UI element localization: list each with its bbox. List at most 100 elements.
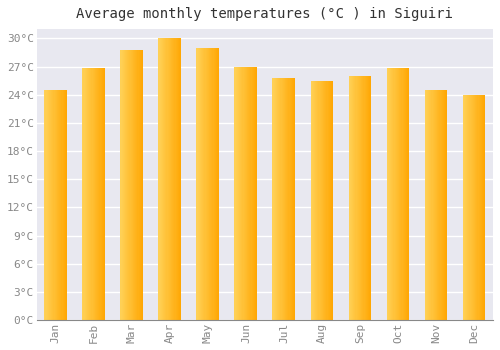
Bar — [239, 66, 240, 320]
Bar — [408, 69, 410, 320]
Bar — [278, 78, 280, 320]
Bar — [328, 81, 329, 320]
Bar — [322, 81, 323, 320]
Bar — [321, 81, 322, 320]
Bar — [242, 66, 244, 320]
Bar — [126, 50, 127, 320]
Bar — [120, 50, 122, 320]
Bar — [95, 69, 96, 320]
Bar — [465, 95, 466, 320]
Bar — [462, 95, 464, 320]
Bar — [52, 90, 54, 320]
Bar — [100, 69, 102, 320]
Bar — [138, 50, 140, 320]
Bar — [399, 69, 400, 320]
Bar — [434, 90, 435, 320]
Bar — [168, 38, 170, 320]
Bar — [51, 90, 52, 320]
Bar — [217, 48, 218, 320]
Bar — [330, 81, 331, 320]
Bar — [172, 38, 174, 320]
Bar — [432, 90, 434, 320]
Bar — [141, 50, 142, 320]
Bar — [255, 66, 256, 320]
Bar — [472, 95, 473, 320]
Bar — [238, 66, 239, 320]
Bar — [442, 90, 443, 320]
Bar — [402, 69, 404, 320]
Bar — [444, 90, 445, 320]
Bar — [244, 66, 246, 320]
Bar — [397, 69, 398, 320]
Bar — [366, 76, 367, 320]
Bar — [429, 90, 430, 320]
Bar — [135, 50, 136, 320]
Bar — [351, 76, 352, 320]
Bar — [352, 76, 353, 320]
Bar — [468, 95, 469, 320]
Bar — [132, 50, 133, 320]
Bar — [329, 81, 330, 320]
Bar — [89, 69, 90, 320]
Bar — [122, 50, 124, 320]
Bar — [92, 69, 94, 320]
Bar — [312, 81, 313, 320]
Bar — [436, 90, 437, 320]
Bar — [354, 76, 356, 320]
Bar — [247, 66, 248, 320]
Bar — [290, 78, 292, 320]
Bar — [466, 95, 467, 320]
Bar — [62, 90, 64, 320]
Bar — [480, 95, 481, 320]
Bar — [364, 76, 366, 320]
Bar — [427, 90, 428, 320]
Bar — [256, 66, 258, 320]
Bar — [212, 48, 214, 320]
Bar — [50, 90, 51, 320]
Bar — [396, 69, 397, 320]
Bar — [209, 48, 210, 320]
Bar — [140, 50, 141, 320]
Bar — [125, 50, 126, 320]
Bar — [162, 38, 163, 320]
Bar — [166, 38, 168, 320]
Bar — [178, 38, 179, 320]
Bar — [250, 66, 252, 320]
Bar — [102, 69, 103, 320]
Bar — [274, 78, 275, 320]
Bar — [437, 90, 438, 320]
Bar — [244, 66, 245, 320]
Bar — [206, 48, 208, 320]
Bar — [356, 76, 358, 320]
Bar — [443, 90, 444, 320]
Bar — [64, 90, 65, 320]
Bar — [285, 78, 286, 320]
Bar — [88, 69, 89, 320]
Bar — [275, 78, 276, 320]
Bar — [94, 69, 95, 320]
Bar — [124, 50, 125, 320]
Bar — [127, 50, 128, 320]
Bar — [392, 69, 394, 320]
Bar — [464, 95, 465, 320]
Bar — [160, 38, 162, 320]
Bar — [406, 69, 407, 320]
Bar — [246, 66, 247, 320]
Bar — [360, 76, 361, 320]
Bar — [196, 48, 198, 320]
Bar — [359, 76, 360, 320]
Bar — [130, 50, 132, 320]
Bar — [391, 69, 392, 320]
Bar — [97, 69, 98, 320]
Bar — [282, 78, 284, 320]
Bar — [198, 48, 200, 320]
Bar — [446, 90, 448, 320]
Bar — [398, 69, 399, 320]
Bar — [282, 78, 283, 320]
Bar — [315, 81, 316, 320]
Bar — [313, 81, 314, 320]
Bar — [133, 50, 134, 320]
Bar — [272, 78, 274, 320]
Bar — [86, 69, 87, 320]
Bar — [163, 38, 164, 320]
